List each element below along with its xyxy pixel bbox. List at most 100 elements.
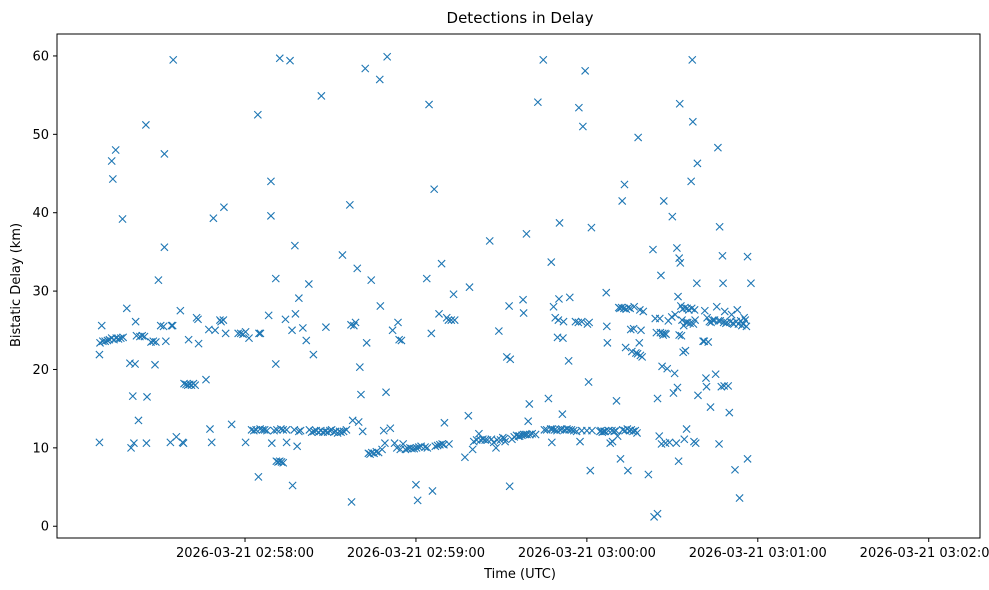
data-point	[539, 55, 548, 64]
data-point	[127, 443, 136, 452]
data-point	[438, 439, 447, 448]
data-point	[380, 439, 389, 448]
data-point	[626, 325, 635, 334]
data-point	[675, 254, 684, 263]
x-axis-label: Time (UTC)	[483, 567, 556, 582]
data-point	[629, 324, 638, 333]
data-point	[674, 457, 683, 466]
data-point	[131, 360, 140, 368]
data-point	[554, 294, 563, 303]
data-point	[397, 336, 406, 345]
y-tick-label: 10	[32, 441, 49, 456]
data-point	[358, 427, 367, 436]
data-point	[296, 426, 305, 435]
data-point	[149, 337, 158, 346]
data-point	[558, 410, 567, 419]
data-point	[411, 480, 420, 489]
data-point	[444, 316, 453, 325]
data-point	[631, 349, 640, 358]
data-point	[630, 302, 639, 311]
data-point	[435, 440, 444, 449]
data-point	[718, 251, 727, 260]
data-point	[688, 117, 697, 126]
data-point	[603, 338, 612, 347]
data-point	[347, 497, 356, 506]
data-point	[485, 236, 494, 245]
data-point	[423, 443, 432, 452]
data-point	[348, 416, 357, 425]
data-point	[281, 315, 290, 324]
data-point	[221, 329, 230, 338]
data-point	[264, 311, 273, 320]
data-point	[680, 435, 689, 444]
data-point	[544, 394, 553, 403]
data-point	[588, 426, 596, 435]
data-point	[691, 439, 700, 448]
data-point	[288, 326, 297, 335]
data-point	[574, 103, 583, 112]
data-point	[156, 321, 165, 330]
data-point	[559, 317, 568, 326]
data-point	[382, 388, 391, 397]
data-point	[191, 381, 200, 390]
data-point	[97, 321, 106, 330]
data-point	[743, 252, 752, 261]
data-point	[445, 439, 453, 448]
data-point	[394, 318, 402, 327]
data-point	[519, 430, 528, 439]
data-point	[733, 305, 742, 314]
data-point	[286, 56, 295, 65]
data-point	[731, 465, 739, 474]
data-point	[267, 439, 276, 448]
data-point	[142, 439, 151, 448]
data-point	[172, 432, 181, 441]
data-point	[241, 327, 250, 336]
data-point	[450, 316, 459, 325]
data-point	[317, 91, 326, 100]
data-point	[714, 316, 723, 325]
data-point	[236, 329, 245, 338]
data-point	[262, 426, 271, 435]
data-point	[743, 454, 752, 463]
data-point	[413, 496, 422, 505]
data-point	[673, 383, 682, 392]
data-point	[613, 432, 622, 441]
data-point	[688, 55, 697, 64]
data-point	[711, 370, 720, 379]
data-point	[383, 52, 392, 61]
data-point	[498, 433, 507, 442]
data-point	[176, 306, 185, 315]
data-point	[672, 243, 681, 252]
data-point	[282, 438, 291, 447]
data-point	[638, 352, 647, 361]
x-axis: 2026-03-21 02:58:00 2026-03-21 02:59:00 20…	[176, 538, 989, 561]
data-point	[425, 100, 434, 109]
data-point	[169, 55, 178, 64]
data-point	[307, 428, 316, 437]
data-point	[700, 306, 709, 315]
data-point	[690, 305, 699, 314]
data-point	[141, 120, 150, 129]
data-point	[617, 303, 626, 312]
data-point	[668, 212, 677, 221]
data-point	[464, 411, 473, 420]
data-point	[682, 425, 691, 434]
data-point	[468, 445, 477, 454]
data-point	[554, 316, 563, 325]
data-point	[167, 321, 176, 330]
data-point	[659, 196, 668, 205]
data-point	[401, 445, 410, 454]
data-point	[569, 426, 578, 435]
data-point	[270, 426, 279, 435]
data-point	[294, 427, 303, 436]
data-point	[205, 425, 214, 434]
data-point	[279, 425, 288, 434]
data-point	[362, 338, 371, 347]
data-point	[602, 322, 611, 331]
data-point	[693, 391, 702, 400]
data-point	[525, 430, 534, 439]
data-point	[293, 442, 302, 451]
data-point	[692, 279, 701, 288]
data-point	[179, 439, 188, 448]
data-point	[194, 339, 203, 348]
